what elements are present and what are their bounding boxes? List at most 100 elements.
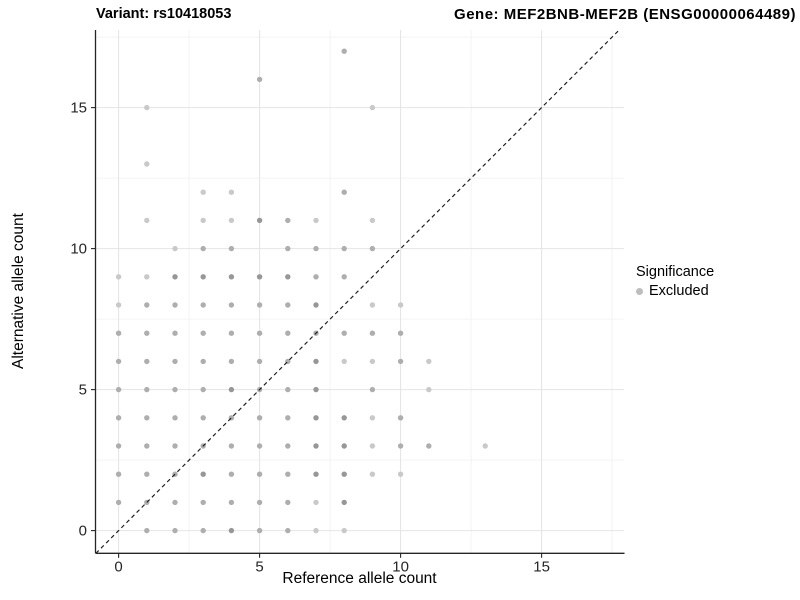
data-point: [426, 358, 432, 365]
data-point: [200, 217, 206, 224]
data-point: [228, 245, 235, 252]
data-point: [285, 217, 291, 224]
data-point: [313, 302, 319, 308]
data-point: [285, 245, 291, 252]
data-point: [200, 330, 206, 336]
data-point: [115, 330, 122, 336]
data-point: [341, 48, 347, 54]
data-point: [341, 499, 347, 506]
data-point: [426, 386, 432, 393]
data-point: [341, 245, 347, 252]
data-point: [115, 302, 122, 308]
data-point: [341, 471, 347, 477]
data-point: [397, 330, 404, 336]
data-point: [200, 499, 206, 506]
x-axis-ticks: 0 5 10 15: [114, 553, 550, 575]
data-point: [115, 499, 122, 506]
y-axis-title: Alternative allele count: [10, 213, 27, 369]
data-point: [228, 302, 235, 308]
data-point: [256, 443, 263, 449]
data-point: [172, 443, 178, 449]
data-point: [200, 527, 206, 534]
data-point: [115, 415, 122, 421]
gene-title: Gene: MEF2BNB-MEF2B (ENSG00000064489): [454, 6, 796, 23]
minor-gridlines: [95, 30, 624, 554]
data-point: [313, 217, 319, 224]
x-tick-label: 15: [533, 558, 550, 575]
data-point: [144, 386, 150, 393]
data-point: [313, 499, 319, 506]
data-point: [172, 245, 178, 252]
data-point: [285, 415, 291, 421]
data-point: [228, 274, 235, 280]
major-gridlines: [95, 30, 624, 554]
data-point: [341, 527, 347, 534]
data-point: [256, 415, 263, 421]
data-point: [144, 302, 150, 308]
data-point: [144, 527, 150, 534]
data-point: [313, 274, 319, 280]
data-point: [144, 358, 150, 365]
data-point: [115, 471, 122, 477]
data-point: [285, 527, 291, 534]
axis-lines: [94, 30, 625, 554]
x-tick-label: 5: [255, 558, 263, 575]
x-tick-label: 0: [114, 558, 122, 575]
legend-title: Significance: [636, 264, 715, 280]
data-point: [285, 330, 291, 336]
data-point: [341, 189, 347, 195]
identity-dashed-line: [95, 29, 620, 554]
data-point: [256, 499, 263, 506]
data-point: [115, 358, 122, 365]
data-point: [172, 302, 178, 308]
data-point: [369, 302, 376, 308]
y-axis-ticks: 0 5 10 15: [70, 100, 96, 540]
data-point: [256, 76, 263, 83]
data-point: [115, 274, 122, 280]
data-point: [172, 499, 178, 506]
data-point: [228, 358, 235, 365]
data-point: [144, 217, 150, 224]
data-point: [228, 471, 235, 477]
data-point: [144, 161, 150, 167]
data-point: [144, 443, 150, 449]
x-axis-title: Reference allele count: [282, 570, 437, 587]
data-point: [228, 330, 235, 336]
data-point: [397, 302, 404, 308]
data-point: [369, 386, 376, 393]
data-point: [256, 471, 263, 477]
data-point: [341, 274, 347, 280]
data-point: [144, 274, 150, 280]
data-point: [172, 358, 178, 365]
legend-item-excluded: Excluded: [636, 283, 714, 299]
legend-item-label: Excluded: [649, 283, 709, 299]
data-point: [313, 443, 319, 449]
data-point: [200, 274, 206, 280]
data-point: [341, 443, 347, 449]
data-point: [200, 415, 206, 421]
data-point: [369, 443, 376, 449]
data-point: [115, 443, 122, 449]
y-tick-label: 15: [70, 100, 87, 117]
data-point: [228, 189, 235, 195]
data-point: [341, 415, 347, 421]
data-point: [285, 386, 291, 393]
y-tick-label: 5: [79, 382, 87, 399]
data-point: [144, 471, 150, 477]
data-point: [369, 104, 376, 111]
data-point: [285, 274, 291, 280]
identity-line: [95, 29, 620, 554]
data-point: [256, 274, 263, 280]
data-point: [285, 443, 291, 449]
data-point: [341, 358, 347, 365]
y-tick-label: 0: [79, 523, 87, 540]
data-point: [369, 415, 376, 421]
data-point: [397, 471, 404, 477]
data-point: [256, 330, 263, 336]
data-points: [115, 48, 488, 534]
data-point: [285, 471, 291, 477]
data-point: [144, 330, 150, 336]
data-point: [256, 358, 263, 365]
